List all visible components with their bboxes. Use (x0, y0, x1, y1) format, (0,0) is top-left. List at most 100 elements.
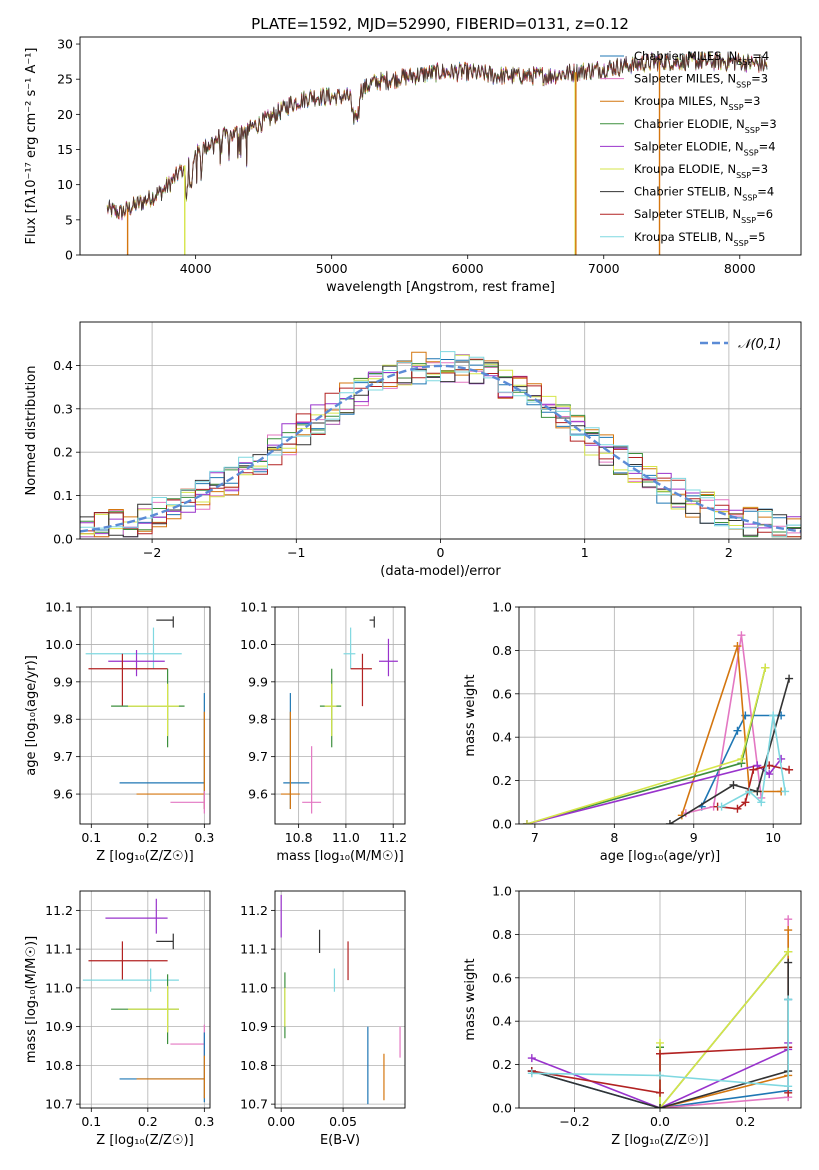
plus-marker (737, 754, 746, 763)
panel-mass-vs-metallicity: 0.1 0.2 0.3 10.7 10.8 10.9 11.0 11.1 11.2 Z [log₁… (24, 890, 214, 1148)
x-tick-label: 8000 (724, 261, 756, 276)
y-tick-label: 0.2 (53, 445, 73, 460)
errorbar-point (343, 627, 356, 669)
x-axis-label: E(B-V) (320, 1133, 360, 1148)
y-tick-label: 0.3 (53, 401, 73, 416)
errorbar-point (128, 683, 179, 737)
axes-frame (274, 890, 406, 1109)
x-tick-label: 8 (610, 830, 618, 845)
errorbar-point (350, 653, 372, 707)
errorbar-point (105, 898, 168, 934)
x-axis-label: mass [log₁₀(M/M☉)] (276, 849, 403, 864)
y-tick-label: 11.1 (240, 942, 268, 957)
errorbar-point (119, 1032, 205, 1103)
y-axis-label: Flux [fλ10⁻¹⁷ erg cm⁻² s⁻¹ A⁻¹] (24, 48, 39, 245)
legend: Chabrier MILES, NSSP=4 Salpeter MILES, NS… (600, 49, 777, 247)
axes-frame (518, 606, 802, 825)
plus-marker (729, 780, 738, 789)
x-tick-label: 0.05 (329, 1114, 357, 1129)
x-axis-label: (data-model)/error (380, 564, 501, 579)
plus-marker (665, 820, 674, 824)
y-tick-label: 9.7 (53, 749, 73, 764)
axes-frame (79, 606, 211, 825)
y-axis-label: Normed distribution (24, 366, 39, 496)
plus-marker (733, 726, 742, 735)
plus-marker (745, 787, 754, 796)
y-tick-label: 1.0 (492, 600, 512, 615)
panel-age-vs-mass: 10.8 11.0 11.2 9.6 9.7 9.8 9.9 10.0 10.1 mass [lo… (240, 600, 407, 865)
x-tick-label: 7 (531, 830, 539, 845)
y-tick-label: 0.4 (492, 1014, 512, 1029)
x-tick-label: 2 (725, 545, 733, 560)
errorbar-point (379, 638, 398, 677)
x-axis-label: Z [log₁₀(Z/Z☉)] (96, 1133, 193, 1148)
plus-marker (527, 1069, 536, 1078)
y-tick-label: 10.8 (45, 1058, 73, 1073)
x-tick-label: 0.3 (194, 1114, 214, 1129)
figure-title: PLATE=1592, MJD=52990, FIBERID=0131, z=0… (251, 15, 629, 33)
weight-line (531, 999, 789, 1088)
plus-marker (656, 1088, 664, 1097)
x-tick-label: 6000 (452, 261, 484, 276)
legend-label: Kroupa ELODIE, NSSP=3 (634, 162, 768, 180)
axes-frame (79, 321, 802, 540)
y-axis-label: mass weight (463, 674, 478, 756)
plus-marker (784, 1082, 793, 1091)
y-tick-label: 10.1 (240, 600, 268, 615)
plus-marker (757, 798, 766, 807)
y-tick-label: 10.1 (45, 600, 73, 615)
errorbar-point (324, 683, 337, 737)
plus-marker (749, 765, 758, 774)
x-tick-label: −0.2 (559, 1114, 589, 1129)
x-tick-label: 0.2 (736, 1114, 756, 1129)
errorbar-point (136, 711, 205, 810)
panel-mass-vs-extinction: 0.00 0.05 10.7 10.8 10.9 11.0 11.1 11.2 E(B-V) (240, 890, 406, 1148)
axes-frame (518, 890, 802, 1109)
plus-marker (656, 1071, 664, 1080)
y-axis-label: mass weight (463, 958, 478, 1040)
y-tick-label: 10.0 (45, 637, 73, 652)
plus-marker (784, 926, 793, 935)
axes-frame (79, 890, 211, 1109)
y-tick-label: 9.6 (53, 787, 73, 802)
plot-area (280, 616, 398, 814)
y-tick-label: 10 (57, 177, 73, 192)
plus-marker (527, 1054, 536, 1063)
x-tick-label: 0 (437, 545, 445, 560)
weight-line (526, 758, 782, 824)
y-tick-label: 0.4 (492, 730, 512, 745)
x-tick-label: 7000 (588, 261, 620, 276)
y-tick-label: 10.9 (240, 1019, 268, 1034)
y-tick-label: 30 (57, 37, 73, 52)
legend-label: Chabrier ELODIE, NSSP=3 (634, 117, 777, 135)
x-tick-label: 10 (765, 830, 781, 845)
errorbar-point (108, 650, 165, 677)
plus-marker (785, 674, 794, 683)
y-tick-label: 15 (57, 142, 73, 157)
y-tick-label: 9.8 (53, 712, 73, 727)
y-tick-label: 11.2 (45, 903, 73, 918)
weight-line (669, 678, 790, 824)
errorbar-point (88, 941, 168, 981)
x-tick-label: 0.1 (81, 830, 101, 845)
y-tick-label: 11.0 (240, 980, 268, 995)
legend-label: 𝒩(0,1) (738, 337, 781, 352)
plot-area (80, 351, 801, 539)
plus-marker (784, 958, 793, 967)
x-tick-label: 0.1 (81, 1114, 101, 1129)
errorbar-point (283, 693, 310, 810)
y-tick-label: 9.9 (248, 674, 268, 689)
plus-marker (717, 802, 726, 811)
y-tick-label: 20 (57, 107, 73, 122)
spectrum-line (106, 51, 768, 218)
plus-marker (785, 765, 794, 774)
errorbar-point (302, 746, 322, 814)
y-tick-label: 10.0 (240, 637, 268, 652)
weight-line (685, 635, 763, 814)
legend-label: Salpeter STELIB, NSSP=6 (634, 207, 773, 225)
x-axis-label: wavelength [Angstrom, rest frame] (326, 280, 555, 295)
plus-marker (522, 820, 531, 824)
x-tick-label: 0.2 (138, 830, 158, 845)
x-tick-label: 5000 (316, 261, 348, 276)
